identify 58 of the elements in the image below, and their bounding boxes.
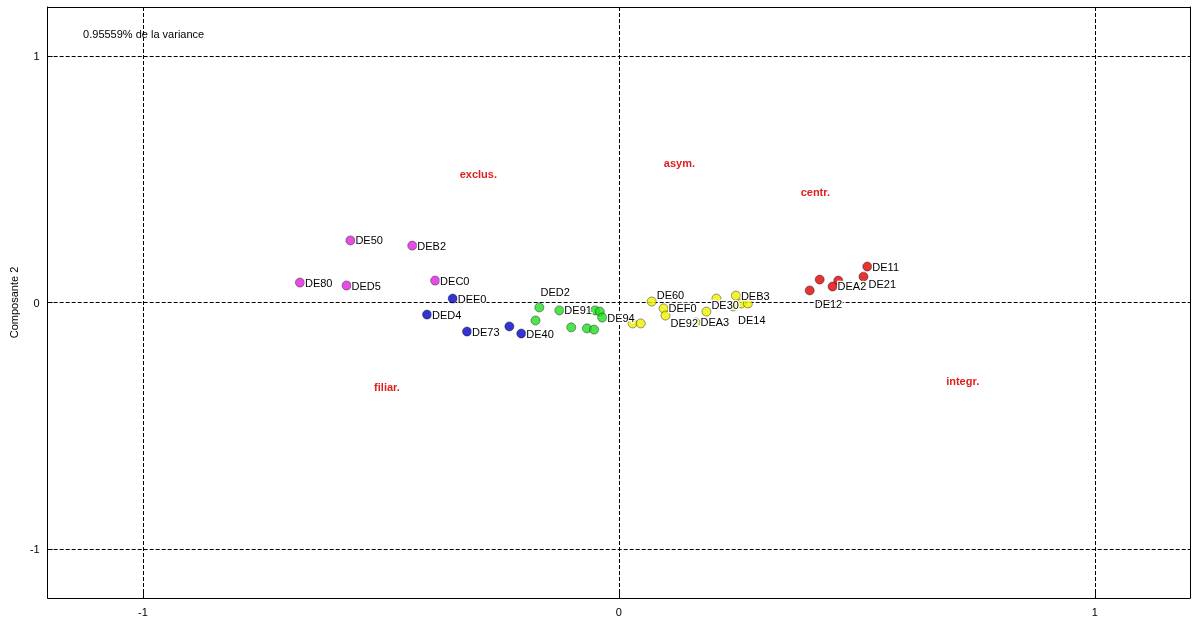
annotation: DE21: [868, 277, 897, 290]
point: [646, 296, 657, 307]
annotation: DED5: [351, 279, 381, 292]
annotation: DE40: [526, 327, 554, 340]
annotation: DE73: [472, 325, 500, 338]
annotation: DE11: [872, 260, 899, 273]
annotation: exclus.: [459, 167, 497, 180]
point: [858, 271, 869, 282]
point: [862, 261, 873, 272]
x-tick-label: 0: [615, 605, 622, 618]
point: [430, 275, 440, 286]
annotation: DE94: [607, 311, 635, 324]
annotation: DEE0: [457, 292, 487, 305]
point: [701, 306, 712, 317]
point: [462, 326, 472, 337]
annotation: DE50: [355, 234, 383, 247]
y-axis-title: Composante 2: [7, 266, 20, 339]
point: [589, 324, 599, 335]
point: [447, 293, 458, 304]
x-tick-label: 1: [1091, 605, 1098, 618]
y-tick-label: 0: [33, 296, 40, 309]
annotation: DE91: [564, 304, 592, 317]
point: [804, 285, 815, 296]
point: [814, 274, 825, 285]
point: [597, 312, 607, 323]
point: [530, 315, 541, 326]
annotation: DEA2: [837, 280, 867, 293]
annotation: DE14: [738, 314, 766, 327]
annotation: DED2: [540, 286, 570, 299]
point: [554, 305, 565, 316]
point: [534, 302, 545, 313]
point: [827, 281, 838, 292]
annotation: integr.: [946, 375, 980, 388]
annotation: DEB3: [740, 289, 770, 302]
point: [341, 280, 352, 291]
annotation: DEC0: [440, 274, 470, 287]
point: [407, 240, 418, 251]
annotation: DE60: [656, 288, 685, 301]
point: [422, 309, 432, 320]
point: [731, 290, 741, 301]
point: [295, 277, 305, 288]
point: [516, 328, 527, 339]
y-tick-label: -1: [29, 542, 40, 555]
annotation: centr.: [800, 185, 830, 198]
annotation: DEA3: [700, 316, 730, 329]
annotation: DEB2: [417, 239, 447, 252]
point: [635, 318, 646, 329]
y-tick-label: 1: [33, 50, 40, 63]
annotation: DEF0: [668, 302, 697, 315]
x-tick-label: -1: [137, 605, 148, 618]
annotation: DED4: [432, 308, 462, 321]
point: [660, 310, 671, 321]
annotation: asym.: [663, 157, 695, 170]
annotation: DE80: [304, 276, 333, 289]
point: [345, 235, 356, 246]
annotation: filiar.: [374, 381, 400, 394]
point: [504, 321, 515, 332]
point: [566, 322, 576, 333]
